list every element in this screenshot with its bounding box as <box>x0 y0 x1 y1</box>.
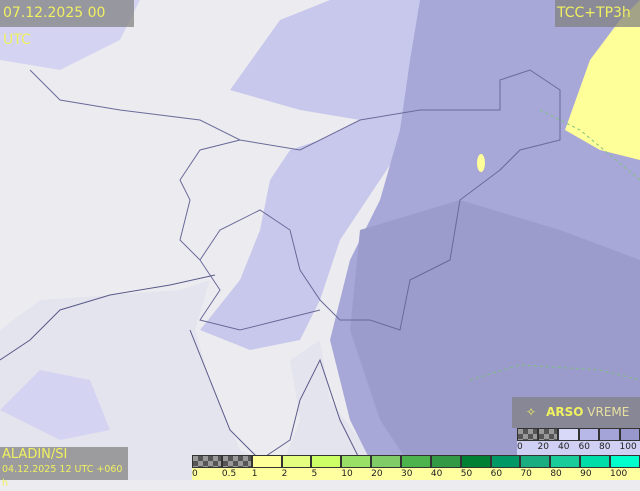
legend-swatch <box>222 455 252 468</box>
legend-swatch <box>580 455 610 468</box>
logo-sub: VREME <box>587 405 629 419</box>
legend-label: 5 <box>311 468 341 480</box>
legend-label: 0 <box>517 441 538 455</box>
legend-label: 100 <box>620 441 640 455</box>
valid-time-label: 07.12.2025 00 UTC <box>0 0 134 27</box>
legend-label: 90 <box>580 468 610 480</box>
arso-logo: ✧ ARSO VREME <box>512 397 640 428</box>
legend-swatch <box>520 455 550 468</box>
legend-label: 2 <box>282 468 312 480</box>
legend-label: 1 <box>252 468 282 480</box>
legend-label: 60 <box>579 441 600 455</box>
legend-label: 20 <box>371 468 401 480</box>
legend-label: 80 <box>599 441 620 455</box>
legend-label: 0.5 <box>222 468 252 480</box>
legend-swatch <box>599 428 620 441</box>
legend-swatch <box>252 455 282 468</box>
legend-swatch <box>620 428 640 441</box>
legend-label: 100 <box>610 468 640 480</box>
legend-swatch <box>550 455 580 468</box>
legend-swatch <box>282 455 312 468</box>
legend-label: 60 <box>491 468 521 480</box>
legend-swatch <box>461 455 491 468</box>
legend-label: 10 <box>341 468 371 480</box>
legend-swatch <box>401 455 431 468</box>
legend-swatch <box>311 455 341 468</box>
logo-brand: ARSO <box>546 405 583 419</box>
legend-swatch <box>610 455 640 468</box>
legend-label: 50 <box>461 468 491 480</box>
legend-swatch <box>431 455 461 468</box>
precip-legend <box>192 455 640 468</box>
precip-spot <box>477 154 485 172</box>
satellite-icon: ✧ <box>526 405 536 419</box>
legend-swatch <box>579 428 600 441</box>
legend-swatch <box>517 428 538 441</box>
legend-swatch <box>341 455 371 468</box>
legend-label: 30 <box>401 468 431 480</box>
model-name: ALADIN/SI <box>2 447 128 463</box>
legend-swatch <box>558 428 579 441</box>
legend-label: 40 <box>558 441 579 455</box>
legend-label: 0 <box>192 468 222 480</box>
model-run: 04.12.2025 12 UTC +060 h <box>2 463 128 491</box>
model-info: ALADIN/SI 04.12.2025 12 UTC +060 h <box>0 447 128 480</box>
legend-swatch <box>192 455 222 468</box>
legend-swatch <box>491 455 521 468</box>
legend-label: 20 <box>538 441 559 455</box>
legend-label: 80 <box>550 468 580 480</box>
legend-label: 40 <box>431 468 461 480</box>
legend-swatch <box>371 455 401 468</box>
legend-swatch <box>538 428 559 441</box>
legend-label: 70 <box>520 468 550 480</box>
cloud-legend <box>517 428 640 441</box>
product-label: TCC+TP3h <box>555 0 640 27</box>
